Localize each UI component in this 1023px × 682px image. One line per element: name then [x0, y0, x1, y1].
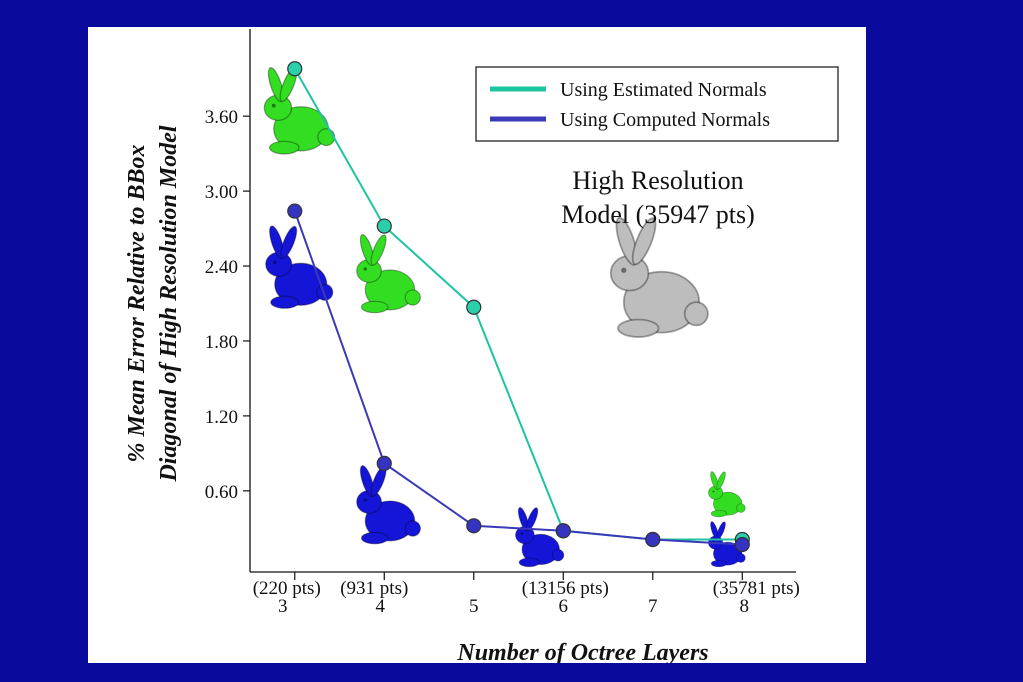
data-point — [466, 518, 482, 534]
x-tick-label: 8 — [740, 596, 750, 617]
bunny-computed-4-ear-left — [359, 465, 375, 498]
bunny-estimated-3 — [263, 66, 336, 155]
bunny-high-resolution-ear-left — [615, 216, 638, 266]
bunny-estimated-4-ear-left — [359, 234, 375, 267]
bunny-high-resolution-tail — [683, 301, 709, 327]
y-tick-label: 1.80 — [205, 332, 238, 353]
chart-panel: 0.60 1.20 1.80 2.40 3.00 3.60 3 4 5 6 7 8 (220 pts) (… — [88, 27, 866, 663]
bunny-computed-4 — [356, 465, 421, 545]
x-tick-label: 5 — [469, 596, 479, 617]
bunny-computed-3-tail — [316, 283, 334, 301]
bunny-computed-8-tail — [736, 553, 746, 563]
bunny-computed-4-body — [364, 500, 416, 542]
data-point — [466, 299, 482, 315]
bunny-estimated-3-ear-left — [267, 66, 284, 103]
bunny-computed-6-eye — [520, 532, 524, 535]
x-point-count-label: (931 pts) — [340, 578, 408, 599]
x-axis-title: Number of Octree Layers — [456, 640, 708, 663]
bunny-computed-3-body — [274, 262, 328, 306]
data-point — [645, 531, 661, 548]
bunny-computed-8-foot — [710, 559, 727, 568]
bunny-computed-3-foot — [270, 295, 300, 309]
axes — [243, 29, 796, 580]
bunny-estimated-8-eye — [712, 490, 715, 493]
x-tick-label: 4 — [376, 596, 386, 617]
bunny-estimated-8-body — [713, 491, 743, 516]
bunny-computed-8-body — [713, 541, 743, 566]
bunny-computed-6-ear-left — [517, 507, 530, 532]
y-axis-title-line: Diagonal of High Resolution Model — [156, 125, 182, 482]
bunny-high-resolution-body — [622, 270, 701, 334]
y-tick-label: 2.40 — [205, 257, 238, 278]
x-tick-label: 7 — [648, 596, 658, 617]
bunny-computed-6-ear-right — [526, 507, 539, 532]
bunny-computed-4-eye — [363, 498, 367, 502]
x-tick-label: 3 — [278, 596, 288, 617]
data-point — [287, 203, 303, 219]
bunny-high-resolution-foot — [617, 318, 660, 338]
legend-entry: Using Estimated Normals — [560, 79, 767, 101]
legend-entry: Using Computed Normals — [560, 109, 770, 131]
bunny-computed-3-ear-right — [280, 225, 298, 259]
bunny-estimated-4-body — [364, 269, 416, 311]
bunny-computed-3 — [265, 225, 334, 309]
high-resolution-annotation: High Resolution Model (35947 pts) — [561, 166, 755, 229]
bunny-high-resolution-eye — [621, 267, 627, 273]
data-point — [287, 61, 303, 77]
bunny-estimated-4-foot — [360, 300, 389, 314]
bunny-computed-6-foot — [518, 557, 540, 568]
bunny-estimated-8-tail — [736, 503, 746, 513]
y-axis-title-line: % Mean Error Relative to BBox — [124, 144, 150, 462]
x-tick-label: 6 — [559, 596, 569, 617]
x-point-count-label: (220 pts) — [253, 578, 321, 599]
bunny-high-resolution — [609, 216, 709, 338]
series-layer — [287, 61, 750, 553]
bunny-estimated-4-ear-right — [370, 234, 387, 266]
octree-error-chart: 0.60 1.20 1.80 2.40 3.00 3.60 3 4 5 6 7 8 (220 pts) (… — [124, 29, 839, 663]
annotation-line: High Resolution — [572, 166, 743, 195]
bunny-estimated-8-ear-left — [710, 471, 719, 490]
x-point-count-label: (13156 pts) — [522, 578, 609, 599]
bunny-computed-6-body — [521, 533, 560, 565]
legend: Using Estimated Normals Using Computed No… — [475, 66, 839, 142]
bunny-estimated-4-tail — [404, 289, 421, 306]
y-axis-title: % Mean Error Relative to BBox Diagonal of… — [124, 125, 182, 482]
bunny-estimated-3-eye — [271, 103, 276, 108]
bunny-estimated-3-tail — [317, 128, 336, 147]
bunny-computed-6-tail — [551, 548, 565, 562]
data-point — [555, 523, 571, 539]
bunny-estimated-8 — [708, 471, 746, 518]
bunny-high-resolution-ear-right — [631, 217, 657, 266]
legend-box — [475, 66, 839, 142]
x-point-count-label: (35781 pts) — [713, 578, 800, 599]
y-tick-label: 3.00 — [205, 182, 238, 203]
bunny-estimated-4-eye — [363, 267, 367, 271]
bunny-estimated-8-foot — [710, 509, 727, 518]
bunny-computed-8 — [708, 521, 746, 568]
y-tick-label: 1.20 — [205, 407, 238, 428]
bunny-computed-6 — [515, 507, 565, 568]
data-point — [376, 218, 392, 234]
labels: 0.60 1.20 1.80 2.40 3.00 3.60 3 4 5 6 7 8 (220 pts) (… — [124, 107, 800, 663]
bunny-computed-4-foot — [360, 531, 389, 545]
data-point — [734, 536, 750, 553]
bunny-computed-3-ear-left — [269, 225, 285, 260]
bunny-estimated-4 — [356, 234, 421, 314]
bunny-estimated-8-ear-right — [716, 471, 726, 490]
y-tick-label: 3.60 — [205, 107, 238, 128]
data-point — [376, 455, 392, 471]
bunny-computed-3-eye — [272, 260, 277, 265]
bunny-estimated-3-foot — [268, 140, 300, 155]
bunny-thumbnails — [263, 66, 746, 568]
series-computed-normals — [287, 203, 750, 553]
annotation-line: Model (35947 pts) — [561, 200, 755, 229]
bunny-computed-4-tail — [404, 520, 421, 537]
y-tick-label: 0.60 — [205, 482, 238, 503]
series-line — [293, 210, 743, 546]
